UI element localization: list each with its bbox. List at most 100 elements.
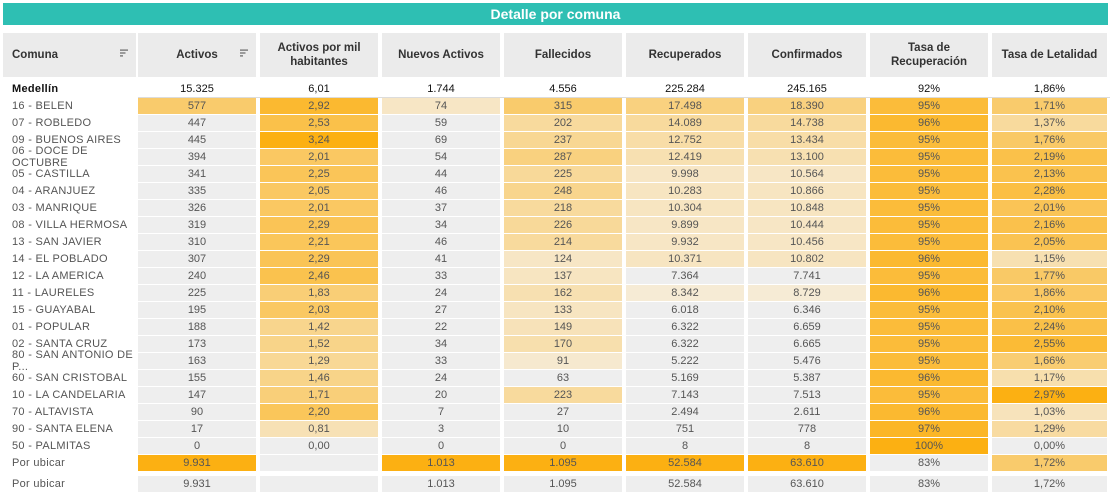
cell-confirmados: 6.346 <box>748 302 866 318</box>
cell-fallecidos: 0 <box>504 438 622 454</box>
table-row[interactable]: 60 - SAN CRISTOBAL 155 1,46 24 63 5.169 5.387 9… <box>0 370 1110 387</box>
cell-recuperados: 52.584 <box>626 455 744 471</box>
cell-tasa-letalidad: 1,76% <box>992 132 1107 148</box>
cell-tasa-letalidad: 2,05% <box>992 234 1107 250</box>
header-tasa-recuperacion[interactable]: Tasa de Recuperación <box>870 33 988 77</box>
footer-row[interactable]: Por ubicar 9.931 1.013 1.095 52.584 63.610 83%… <box>0 476 1110 493</box>
cell-activos: 335 <box>138 183 256 199</box>
cell-tasa-recuperacion: 83% <box>870 476 988 492</box>
table-row[interactable]: 11 - LAURELES 225 1,83 24 162 8.342 8.729 96% 1,… <box>0 285 1110 302</box>
cell-comuna: 13 - SAN JAVIER <box>12 236 102 248</box>
cell-nuevos-activos: 27 <box>382 302 500 318</box>
cell-activos: 394 <box>138 149 256 165</box>
table-row[interactable]: 13 - SAN JAVIER 310 2,21 46 214 9.932 10.456 95… <box>0 234 1110 251</box>
cell-tasa-letalidad: 1,29% <box>992 421 1107 437</box>
cell-tasa-letalidad: 1,15% <box>992 251 1107 267</box>
cell-tasa-recuperacion: 95% <box>870 302 988 318</box>
cell-confirmados: 14.738 <box>748 115 866 131</box>
cell-comuna: 08 - VILLA HERMOSA <box>12 219 128 231</box>
table-row[interactable]: 10 - LA CANDELARIA 147 1,71 20 223 7.143 7.513… <box>0 387 1110 404</box>
header-fallecidos[interactable]: Fallecidos <box>504 33 622 77</box>
cell-confirmados: 13.100 <box>748 149 866 165</box>
cell-comuna: 16 - BELEN <box>12 100 74 112</box>
cell-recuperados: 12.752 <box>626 132 744 148</box>
cell-recuperados: 751 <box>626 421 744 437</box>
cell-recuperados: 9.932 <box>626 234 744 250</box>
table-row[interactable]: 80 - SAN ANTONIO DE P... 163 1,29 33 91 5.222… <box>0 349 1110 373</box>
header-comuna[interactable]: Comuna <box>3 33 136 77</box>
table-row[interactable]: 03 - MANRIQUE 326 2,01 37 218 10.304 10.848 95%… <box>0 200 1110 217</box>
cell-comuna: 01 - POPULAR <box>12 321 91 333</box>
header-confirmados[interactable]: Confirmados <box>748 33 866 77</box>
cell-confirmados: 10.848 <box>748 200 866 216</box>
table-row[interactable]: 14 - EL POBLADO 307 2,29 41 124 10.371 10.802 9… <box>0 251 1110 268</box>
cell-activos-por-mil <box>260 476 378 492</box>
cell-activos-por-mil: 2,92 <box>260 98 378 114</box>
table-header: Comuna Activos Activos por mil habitantes N… <box>0 33 1110 77</box>
table-row[interactable]: 01 - POPULAR 188 1,42 22 149 6.322 6.659 95% 2,2… <box>0 319 1110 336</box>
cell-activos: 310 <box>138 234 256 250</box>
cell-fallecidos: 315 <box>504 98 622 114</box>
cell-comuna: 90 - SANTA ELENA <box>12 423 114 435</box>
cell-tasa-letalidad: 1,17% <box>992 370 1107 386</box>
cell-tasa-letalidad: 1,72% <box>992 455 1107 471</box>
table-row[interactable]: 90 - SANTA ELENA 17 0,81 3 10 751 778 97% 1,29% <box>0 421 1110 438</box>
cell-confirmados: 7.741 <box>748 268 866 284</box>
cell-confirmados: 10.866 <box>748 183 866 199</box>
sort-icon[interactable] <box>239 48 249 58</box>
cell-fallecidos: 137 <box>504 268 622 284</box>
header-label: Tasa de Recuperación <box>890 42 968 68</box>
cell-tasa-letalidad: 1,37% <box>992 115 1107 131</box>
cell-recuperados: 10.371 <box>626 251 744 267</box>
table-row[interactable]: 06 - DOCE DE OCTUBRE 394 2,01 54 287 12.419 13… <box>0 145 1110 169</box>
cell-nuevos-activos: 1.013 <box>382 455 500 471</box>
table-title: Detalle por comuna <box>3 3 1108 25</box>
cell-fallecidos: 237 <box>504 132 622 148</box>
cell-tasa-recuperacion: 95% <box>870 387 988 403</box>
cell-confirmados: 63.610 <box>748 476 866 492</box>
cell-activos-por-mil: 0,00 <box>260 438 378 454</box>
cell-comuna: 03 - MANRIQUE <box>12 202 98 214</box>
table-row[interactable]: 02 - SANTA CRUZ 173 1,52 34 170 6.322 6.665 95%… <box>0 336 1110 353</box>
table-row[interactable]: 12 - LA AMERICA 240 2,46 33 137 7.364 7.741 95%… <box>0 268 1110 285</box>
table-row[interactable]: 07 - ROBLEDO 447 2,53 59 202 14.089 14.738 96% 1… <box>0 115 1110 132</box>
table-row[interactable]: 08 - VILLA HERMOSA 319 2,29 34 226 9.899 10.44… <box>0 217 1110 234</box>
cell-activos-por-mil: 1,46 <box>260 370 378 386</box>
table-row[interactable]: 09 - BUENOS AIRES 445 3,24 69 237 12.752 13.43… <box>0 132 1110 149</box>
table-row[interactable]: 04 - ARANJUEZ 335 2,05 46 248 10.283 10.866 95%… <box>0 183 1110 200</box>
cell-activos: 0 <box>138 438 256 454</box>
cell-nuevos-activos: 37 <box>382 200 500 216</box>
cell-nuevos-activos: 41 <box>382 251 500 267</box>
table-row[interactable]: 05 - CASTILLA 341 2,25 44 225 9.998 10.564 95% 2… <box>0 166 1110 183</box>
cell-tasa-letalidad: 1,71% <box>992 98 1107 114</box>
cell-fallecidos: 10 <box>504 421 622 437</box>
table-row[interactable]: 16 - BELEN 577 2,92 74 315 17.498 18.390 95% 1,7… <box>0 98 1110 115</box>
total-row[interactable]: Medellín 15.325 6,01 1.744 4.556 225.284 245.1… <box>0 81 1110 98</box>
cell-nuevos-activos: 69 <box>382 132 500 148</box>
cell-activos-por-mil <box>260 455 378 471</box>
cell-activos-por-mil: 1,71 <box>260 387 378 403</box>
table-row[interactable]: Por ubicar 9.931 1.013 1.095 52.584 63.610 83%… <box>0 455 1110 472</box>
table-row[interactable]: 15 - GUAYABAL 195 2,03 27 133 6.018 6.346 95% 2,… <box>0 302 1110 319</box>
cell-nuevos-activos: 3 <box>382 421 500 437</box>
cell-recuperados: 7.143 <box>626 387 744 403</box>
cell-comuna: 50 - PALMITAS <box>12 440 91 452</box>
cell-nuevos-activos: 74 <box>382 98 500 114</box>
table-row[interactable]: 70 - ALTAVISTA 90 2,20 7 27 2.494 2.611 96% 1,03… <box>0 404 1110 421</box>
header-activos[interactable]: Activos <box>138 33 256 77</box>
cell-confirmados: 6.665 <box>748 336 866 352</box>
cell-confirmados: 63.610 <box>748 455 866 471</box>
cell-tasa-recuperacion: 95% <box>870 200 988 216</box>
cell-tasa-letalidad: 2,16% <box>992 217 1107 233</box>
header-nuevos-activos[interactable]: Nuevos Activos <box>382 33 500 77</box>
cell-confirmados: 18.390 <box>748 98 866 114</box>
cell-tasa-recuperacion: 95% <box>870 132 988 148</box>
header-activos-por-mil[interactable]: Activos por mil habitantes <box>260 33 378 77</box>
sort-icon[interactable] <box>119 48 129 58</box>
header-recuperados[interactable]: Recuperados <box>626 33 744 77</box>
cell-comuna: 70 - ALTAVISTA <box>12 406 94 418</box>
header-tasa-letalidad[interactable]: Tasa de Letalidad <box>992 33 1107 77</box>
cell-recuperados: 6.322 <box>626 319 744 335</box>
cell-nuevos-activos: 34 <box>382 336 500 352</box>
table-row[interactable]: 50 - PALMITAS 0 0,00 0 0 8 8 100% 0,00% <box>0 438 1110 455</box>
